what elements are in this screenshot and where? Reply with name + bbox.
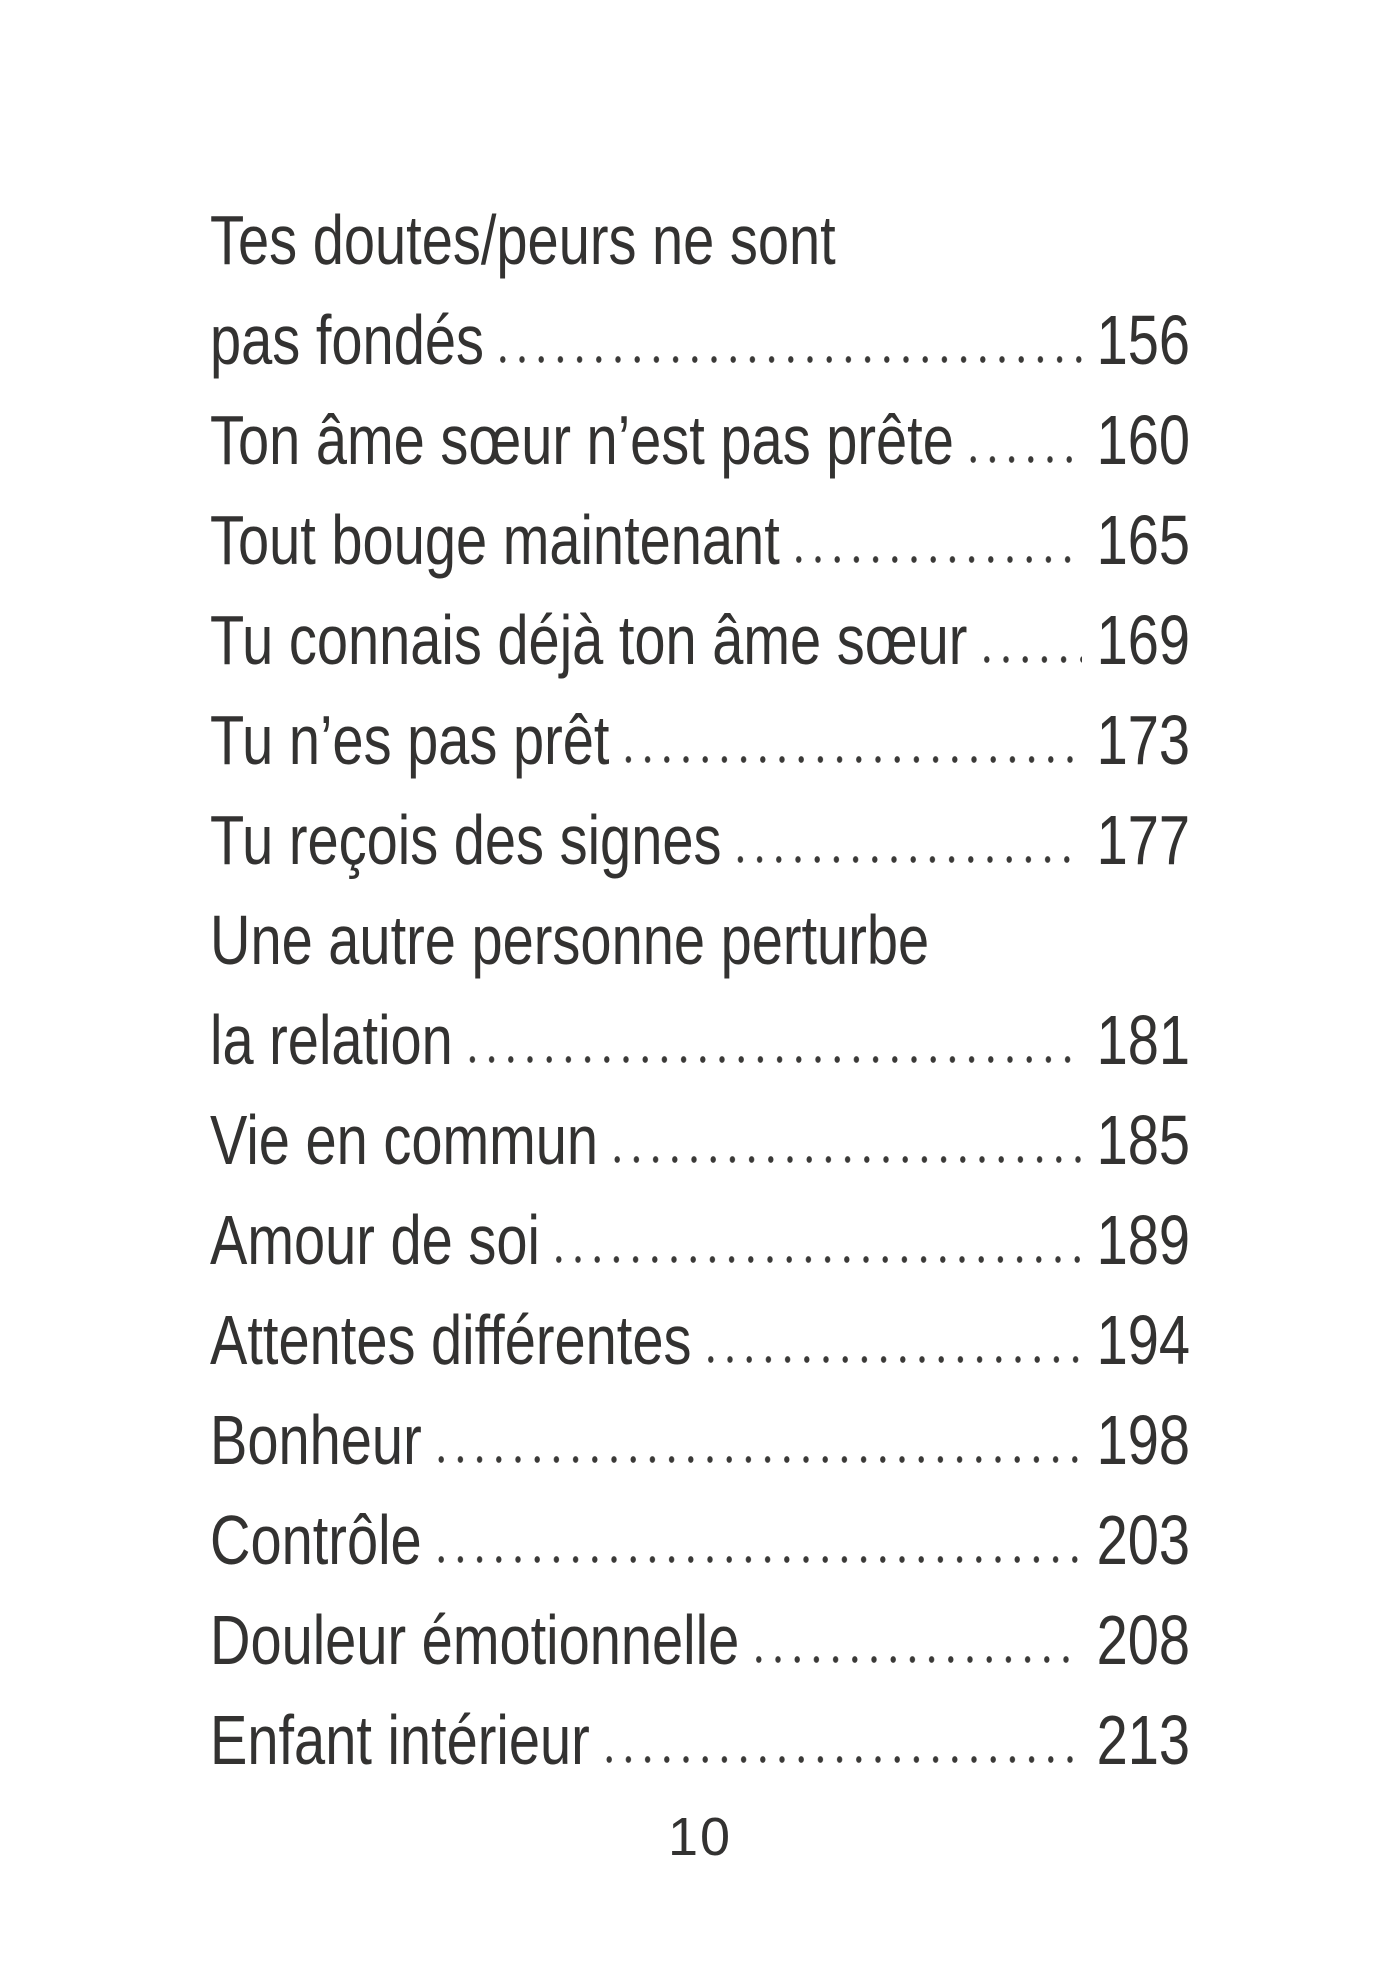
toc-entry-title: Tu n’es pas prêt (210, 701, 610, 779)
toc-entry-title: Tes doutes/peurs ne sont (210, 201, 836, 279)
toc-entry: Une autre personne perturbe (210, 890, 1190, 990)
toc-entry-title: Tu connais déjà ton âme sœur (210, 601, 968, 679)
dot-leader (619, 755, 1083, 764)
dot-leader (599, 1755, 1083, 1764)
toc-entry-title: Vie en commun (210, 1101, 599, 1179)
toc-entry-page-number: 185 (1096, 1101, 1190, 1179)
page-folio-number: 10 (667, 1807, 733, 1867)
toc-entry: Bonheur 198 (210, 1390, 1190, 1490)
toc-entry-title: la relation (210, 1001, 453, 1079)
toc-entry-page-number: 165 (1096, 501, 1190, 579)
toc-entry-title: Amour de soi (210, 1201, 540, 1279)
toc-entry-page-number: 189 (1096, 1201, 1190, 1279)
dot-leader (789, 555, 1083, 564)
dot-leader (462, 1055, 1083, 1064)
toc-entry-page-number: 160 (1096, 401, 1190, 479)
table-of-contents: Tes doutes/peurs ne sont pas fondés 156 … (210, 0, 1400, 1790)
toc-entry-page-number: 169 (1096, 601, 1190, 679)
toc-entry-page-number: 156 (1096, 301, 1190, 379)
dot-leader (963, 455, 1083, 464)
toc-entry: Ton âme sœur n’est pas prête 160 (210, 390, 1190, 490)
toc-entry-page-number: 198 (1096, 1401, 1190, 1479)
toc-entry-title: Ton âme sœur n’est pas prête (210, 401, 954, 479)
toc-entry: Amour de soi 189 (210, 1190, 1190, 1290)
toc-entry-title: Contrôle (210, 1501, 422, 1579)
toc-entry: Tu n’es pas prêt 173 (210, 690, 1190, 790)
toc-entry-title: Enfant intérieur (210, 1701, 590, 1779)
dot-leader (431, 1455, 1083, 1464)
toc-entry-continuation: la relation 181 (210, 990, 1190, 1090)
toc-entry-title: Douleur émotionnelle (210, 1601, 740, 1679)
toc-entry: Tes doutes/peurs ne sont (210, 190, 1190, 290)
toc-entry: Tout bouge maintenant 165 (210, 490, 1190, 590)
dot-leader (748, 1655, 1083, 1664)
dot-leader (607, 1155, 1083, 1164)
toc-entry: Enfant intérieur 213 (210, 1690, 1190, 1790)
toc-entry-title: Tout bouge maintenant (210, 501, 780, 579)
dot-leader (977, 655, 1083, 664)
toc-entry-page-number: 194 (1096, 1301, 1190, 1379)
toc-entry: Tu connais déjà ton âme sœur 169 (210, 590, 1190, 690)
toc-entry: Douleur émotionnelle 208 (210, 1590, 1190, 1690)
toc-entry-page-number: 181 (1096, 1001, 1190, 1079)
dot-leader (701, 1355, 1083, 1364)
dot-leader (549, 1255, 1083, 1264)
dot-leader (731, 855, 1083, 864)
toc-entry: Contrôle 203 (210, 1490, 1190, 1590)
toc-entry-page-number: 203 (1096, 1501, 1190, 1579)
toc-entry-page-number: 213 (1096, 1701, 1190, 1779)
toc-entry-title: Bonheur (210, 1401, 422, 1479)
toc-entry: Attentes différentes 194 (210, 1290, 1190, 1390)
dot-leader (431, 1555, 1083, 1564)
toc-entry: Tu reçois des signes 177 (210, 790, 1190, 890)
toc-entry-title: Une autre personne perturbe (210, 901, 930, 979)
toc-entry-title: Tu reçois des signes (210, 801, 722, 879)
toc-entry-page-number: 173 (1096, 701, 1190, 779)
toc-entry-page-number: 208 (1096, 1601, 1190, 1679)
toc-entry-continuation: pas fondés 156 (210, 290, 1190, 390)
toc-entry-title: pas fondés (210, 301, 484, 379)
toc-entry-page-number: 177 (1096, 801, 1190, 879)
toc-entry: Vie en commun 185 (210, 1090, 1190, 1190)
dot-leader (493, 355, 1083, 364)
toc-entry-title: Attentes différentes (210, 1301, 692, 1379)
